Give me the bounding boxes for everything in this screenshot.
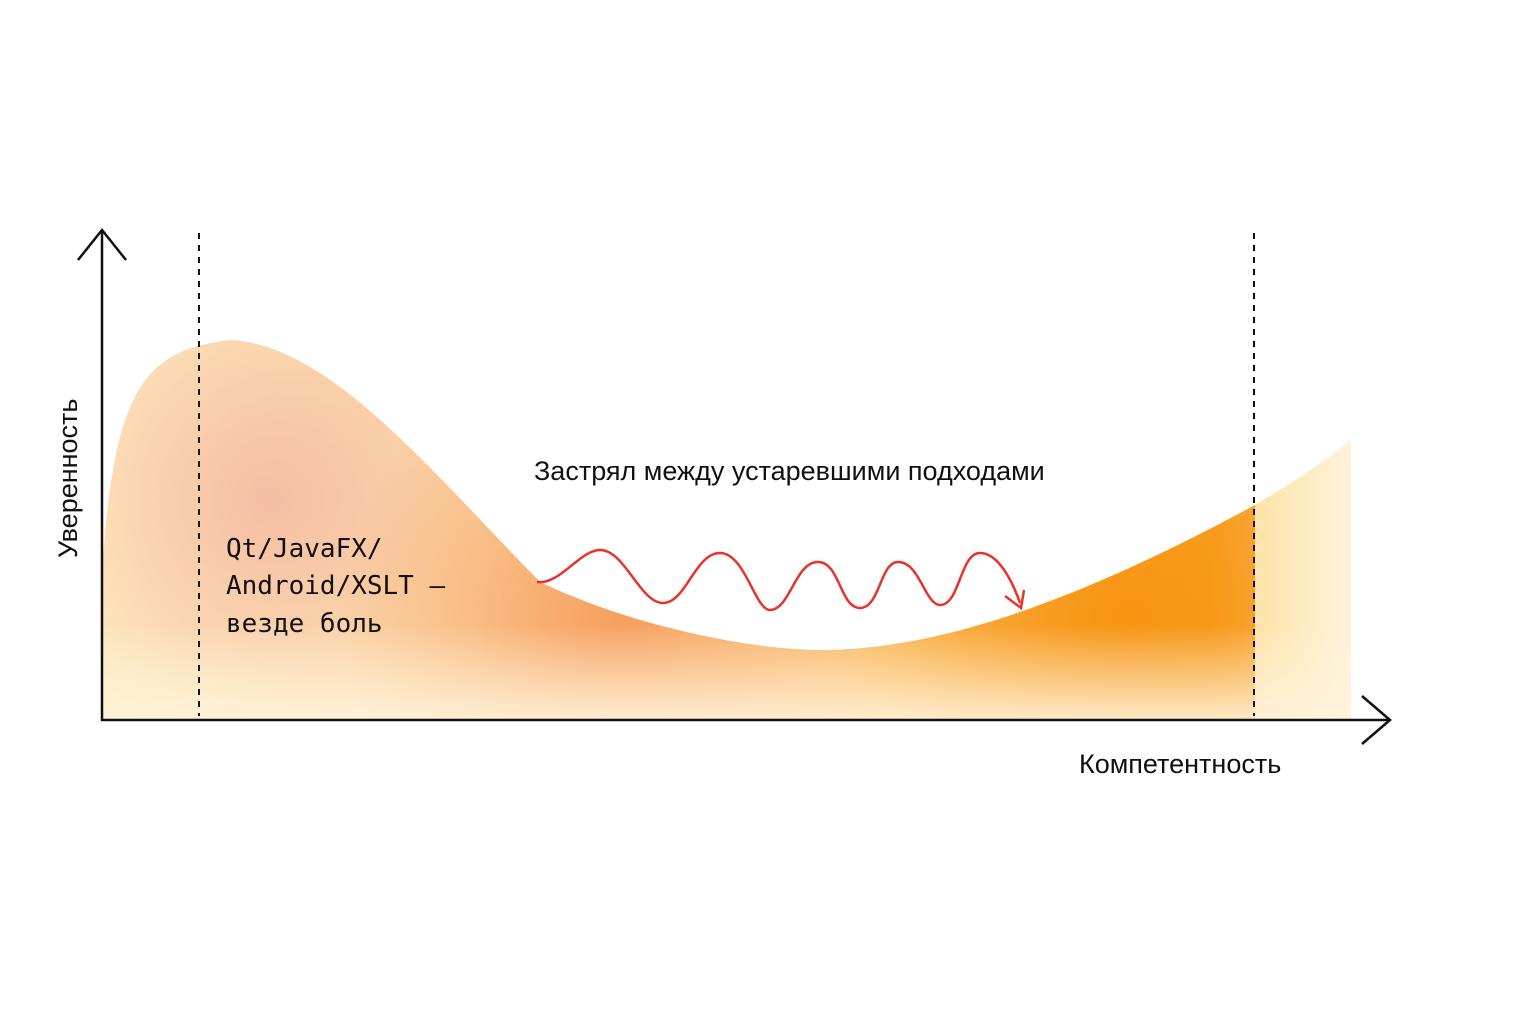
peak-annotation-line-3: везде боль (226, 609, 383, 639)
confidence-curve-area (103, 340, 1351, 720)
x-axis-label: Компетентность (1079, 749, 1281, 779)
peak-annotation-line-2: Android/XSLT – (226, 571, 445, 601)
y-axis (77, 227, 127, 721)
plateau-annotation: Застрял между устаревшими подходами (534, 456, 1045, 486)
arrow-up-icon (77, 227, 127, 261)
y-axis-label: Уверенность (53, 399, 83, 559)
stuck-wave-arrow (536, 548, 1026, 612)
arrow-down-right-icon (1004, 589, 1026, 611)
x-axis (101, 695, 1392, 745)
peak-annotation-line-1: Qt/JavaFX/ (226, 534, 383, 564)
arrow-right-icon (1361, 695, 1392, 745)
